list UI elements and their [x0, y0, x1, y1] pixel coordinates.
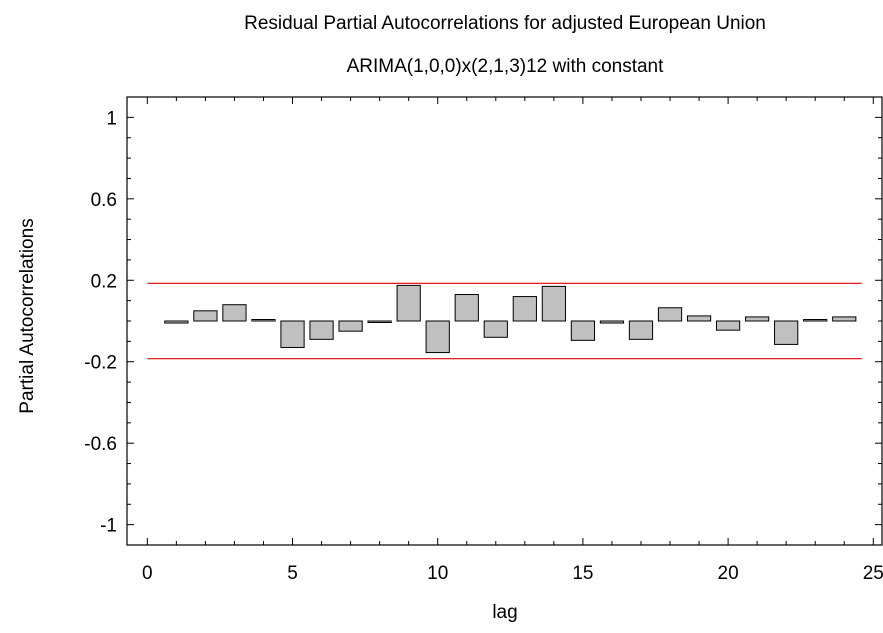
pacf-bar [251, 319, 276, 322]
pacf-bar [570, 320, 596, 341]
x-tick-label: 0 [142, 563, 153, 584]
x-tick-label: 5 [287, 563, 298, 584]
pacf-bar [425, 320, 450, 354]
pacf-bar [512, 296, 537, 322]
pacf-bar [599, 320, 625, 324]
x-tick-label: 20 [718, 563, 739, 584]
pacf-bar [832, 316, 857, 322]
pacf-bar [367, 320, 392, 323]
pacf-bar [454, 294, 479, 322]
pacf-bar [309, 320, 334, 340]
pacf-bar [338, 320, 363, 332]
y-tick-label: 1 [106, 108, 117, 129]
pacf-bar [280, 320, 305, 348]
y-tick-label: 0.2 [91, 271, 117, 292]
chart-subtitle: ARIMA(1,0,0)x(2,1,3)12 with constant [347, 56, 665, 77]
y-tick-label: -0.6 [84, 434, 117, 455]
y-tick-label: -1 [100, 516, 117, 537]
y-tick-label: 0.6 [91, 190, 117, 211]
pacf-bar [193, 310, 218, 322]
x-tick-label: 10 [427, 563, 448, 584]
x-axis-label: lag [492, 602, 517, 623]
pacf-bar [774, 320, 799, 345]
x-tick-label: 25 [863, 563, 883, 584]
pacf-bar [803, 319, 828, 322]
x-tick-label: 15 [572, 563, 593, 584]
pacf-bar [396, 284, 421, 322]
pacf-bar [686, 315, 712, 322]
pacf-bar [628, 320, 654, 340]
chart-title: Residual Partial Autocorrelations for ad… [244, 13, 766, 34]
y-axis-label: Partial Autocorrelations [17, 218, 38, 413]
pacf-bar [745, 316, 770, 322]
pacf-bar [222, 304, 247, 322]
pacf-bar [483, 320, 508, 338]
pacf-bar [164, 320, 189, 324]
y-tick-label: -0.2 [84, 353, 117, 374]
pacf-bar [715, 320, 741, 331]
pacf-bar [657, 307, 683, 322]
pacf-bar [541, 285, 566, 322]
plot-area: 0 5 10 15 20 25 1 0.6 0.2 -0.2 -0.6 -1 [84, 96, 883, 584]
